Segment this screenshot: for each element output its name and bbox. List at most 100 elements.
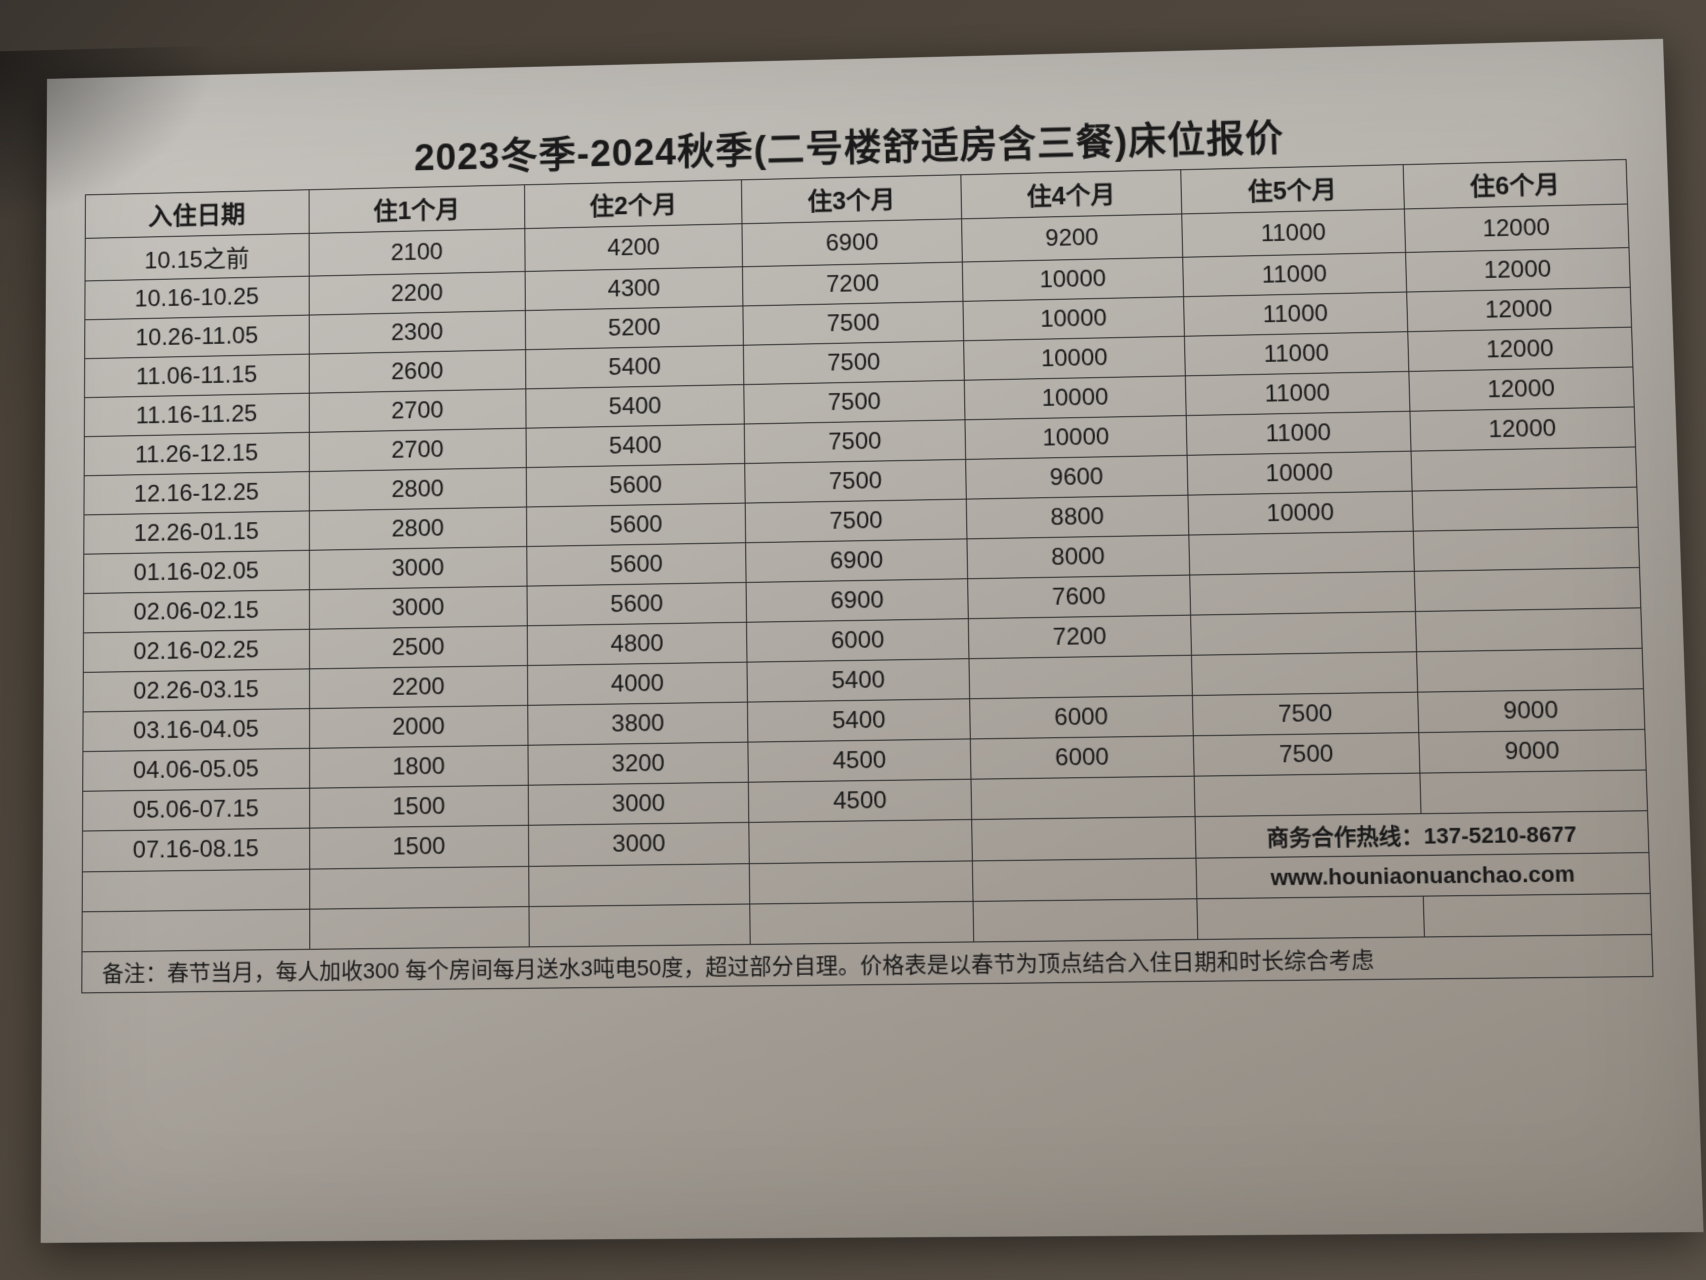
cell-m6: 12000 <box>1406 287 1631 331</box>
cell-m5 <box>1189 531 1414 575</box>
col-header-m1: 住1个月 <box>309 185 525 234</box>
cell-date: 12.16-12.25 <box>84 472 309 515</box>
cell-date: 02.26-03.15 <box>83 669 309 712</box>
cell-m2: 5400 <box>526 345 745 389</box>
cell-m3: 7500 <box>743 301 963 345</box>
empty-cell <box>1423 893 1652 936</box>
cell-m6: 12000 <box>1408 367 1634 411</box>
cell-m4: 10000 <box>963 336 1185 380</box>
cell-m2: 5200 <box>525 306 743 350</box>
cell-date: 02.06-02.15 <box>83 590 309 633</box>
cell-m2: 4000 <box>528 662 748 705</box>
cell-m3: 7500 <box>746 499 967 543</box>
cell-m2: 4300 <box>525 267 743 311</box>
cell-m3 <box>750 861 973 904</box>
cell-m4 <box>972 817 1197 861</box>
cell-m3: 6900 <box>747 579 969 622</box>
cell-date: 03.16-04.05 <box>83 709 309 752</box>
cell-m6: 12000 <box>1410 407 1636 451</box>
cell-m1: 2800 <box>309 507 527 550</box>
cell-m5: 7500 <box>1193 692 1419 736</box>
cell-m1: 1800 <box>309 745 528 788</box>
cell-m4: 9200 <box>961 214 1182 262</box>
cell-m3: 7500 <box>744 380 965 424</box>
cell-m1: 2800 <box>309 468 527 511</box>
cell-m3: 5400 <box>747 659 969 702</box>
cell-m3: 7500 <box>744 341 964 385</box>
cell-date: 11.06-11.15 <box>85 354 309 398</box>
cell-m6 <box>1411 447 1637 491</box>
cell-m2: 4800 <box>527 622 747 665</box>
cell-m3 <box>749 820 972 864</box>
cell-m1: 1500 <box>309 785 528 828</box>
cell-m4: 10000 <box>965 416 1187 460</box>
cell-m1: 2000 <box>309 705 528 748</box>
cell-m6 <box>1419 770 1647 814</box>
cell-m4 <box>972 858 1197 901</box>
cell-m1: 2700 <box>309 389 526 432</box>
hotline-cell: 商务合作热线：137-5210-8677 <box>1195 811 1649 858</box>
cell-m5: 11000 <box>1183 252 1406 296</box>
cell-m4: 6000 <box>970 736 1194 779</box>
col-header-m3: 住3个月 <box>742 175 962 224</box>
cell-m1 <box>309 866 529 909</box>
cell-m4: 10000 <box>964 376 1186 420</box>
cell-m5: 11000 <box>1186 371 1410 415</box>
cell-m3: 7500 <box>745 420 966 464</box>
empty-cell <box>973 899 1198 942</box>
empty-cell <box>750 901 973 944</box>
cell-m2: 5600 <box>527 582 747 625</box>
cell-date: 12.26-01.15 <box>84 511 309 554</box>
cell-m1: 2200 <box>309 666 528 709</box>
cell-m6: 12000 <box>1404 204 1629 252</box>
cell-date: 10.16-10.25 <box>85 276 309 320</box>
cell-date: 01.16-02.05 <box>84 550 310 593</box>
cell-m4: 7200 <box>968 615 1192 659</box>
cell-m3: 6900 <box>742 219 962 267</box>
cell-m5: 10000 <box>1188 491 1413 535</box>
cell-m5: 11000 <box>1184 292 1408 336</box>
cell-m1: 2700 <box>309 428 526 471</box>
col-header-m5: 住5个月 <box>1181 165 1404 214</box>
cell-m2: 5400 <box>526 385 745 429</box>
cell-m2: 5400 <box>526 424 745 468</box>
cell-m1: 2600 <box>309 350 526 394</box>
cell-m4 <box>971 776 1195 819</box>
cell-m5: 7500 <box>1193 733 1419 777</box>
cell-m5 <box>1190 571 1415 615</box>
empty-cell <box>309 907 529 950</box>
cell-m5 <box>1192 652 1418 696</box>
url-cell: www.houniaonuanchao.com <box>1196 853 1650 899</box>
cell-m4: 8800 <box>966 495 1189 539</box>
cell-m4: 7600 <box>967 575 1190 619</box>
cell-m2: 3200 <box>528 742 749 785</box>
cell-m2: 4200 <box>525 224 743 272</box>
cell-m1: 2300 <box>309 311 526 355</box>
cell-m1: 2500 <box>309 626 527 669</box>
empty-cell <box>82 909 310 952</box>
cell-m5: 11000 <box>1185 332 1409 376</box>
cell-m4 <box>969 655 1193 699</box>
cell-m2 <box>529 864 750 907</box>
empty-cell <box>1197 896 1424 939</box>
col-header-m4: 住4个月 <box>961 170 1182 219</box>
cell-m1: 3000 <box>309 547 527 590</box>
cell-m6: 9000 <box>1418 729 1646 773</box>
cell-m1: 1500 <box>309 825 528 869</box>
col-header-date: 入住日期 <box>85 190 309 239</box>
cell-m5: 11000 <box>1186 411 1410 455</box>
cell-m4: 8000 <box>967 535 1190 579</box>
cell-m5 <box>1191 611 1416 655</box>
cell-m1: 2100 <box>309 229 525 277</box>
cell-date: 05.06-07.15 <box>83 788 310 831</box>
cell-m2: 3000 <box>529 822 750 866</box>
cell-m4: 9600 <box>965 455 1188 499</box>
cell-m2: 3800 <box>528 702 749 745</box>
cell-date: 02.16-02.25 <box>83 629 309 672</box>
cell-m1: 2200 <box>309 271 526 315</box>
cell-m6 <box>1414 568 1641 612</box>
cell-m1: 3000 <box>309 586 527 629</box>
cell-date: 10.26-11.05 <box>85 315 309 359</box>
cell-date: 10.15之前 <box>85 233 309 281</box>
paper-sheet: 2023冬季-2024秋季(二号楼舒适房含三餐)床位报价 入住日期 住1个月 住… <box>41 39 1704 1243</box>
